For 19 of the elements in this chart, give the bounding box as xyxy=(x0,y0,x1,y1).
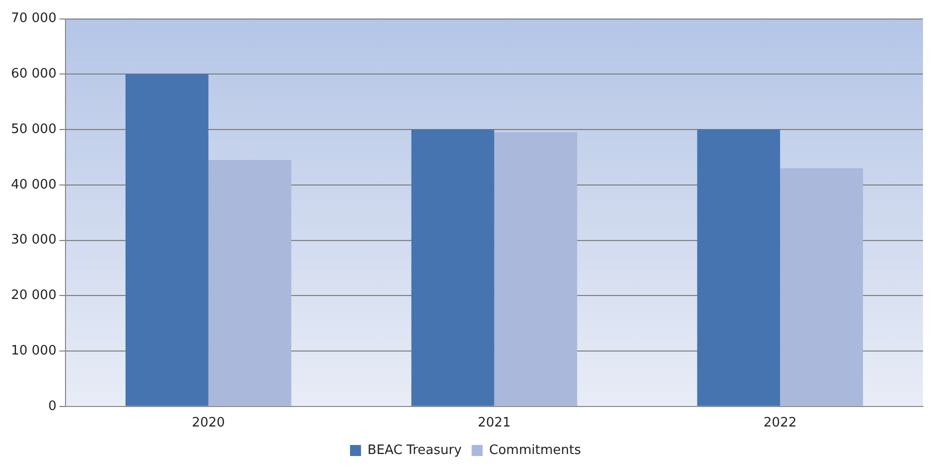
y-tick-label: 10 000 xyxy=(10,343,56,358)
legend-label: Commitments xyxy=(489,442,582,458)
y-tick-label: 20 000 xyxy=(10,288,56,304)
y-tick-label: 40 000 xyxy=(10,177,56,192)
y-tick-label: 60 000 xyxy=(10,66,56,82)
y-tick-label: 50 000 xyxy=(10,122,56,137)
y-tick-label: 0 xyxy=(48,398,56,414)
x-tick-label: 2021 xyxy=(478,416,511,431)
bar xyxy=(494,132,578,406)
bar xyxy=(697,130,780,406)
x-tick-label: 2022 xyxy=(764,416,797,431)
bar xyxy=(411,130,494,406)
x-tick-label: 2020 xyxy=(192,416,225,431)
bar xyxy=(126,74,208,406)
bar xyxy=(780,168,863,406)
bar xyxy=(208,160,292,406)
y-tick-label: 30 000 xyxy=(10,232,56,248)
y-tick-label: 70 000 xyxy=(10,11,56,26)
legend-label: BEAC Treasury xyxy=(368,442,462,458)
